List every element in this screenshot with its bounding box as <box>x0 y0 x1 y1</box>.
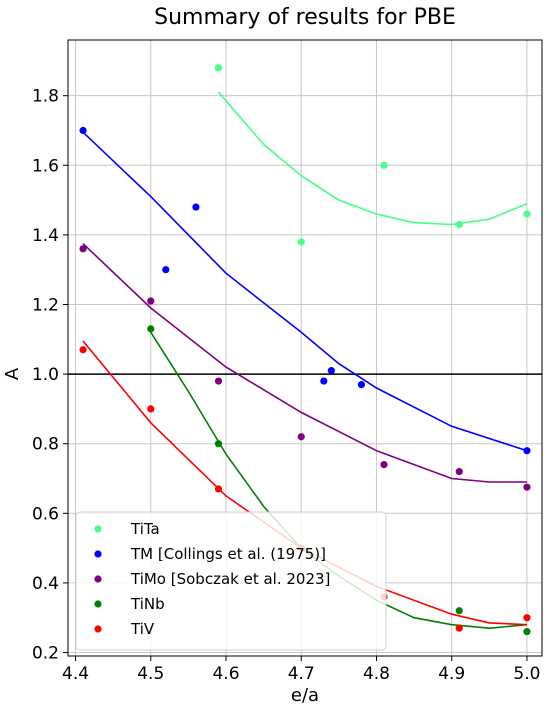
plot-frame <box>67 39 543 657</box>
data-point <box>214 64 223 72</box>
fit-curve <box>82 243 527 483</box>
fit-curve <box>82 131 528 452</box>
y-axis-label: A <box>2 367 23 380</box>
x-tick-label: 5.0 <box>513 664 540 684</box>
legend-entry-label: TM [Collings et al. (1975)] <box>130 545 326 563</box>
x-tick-label: 4.5 <box>137 664 164 684</box>
data-point <box>214 485 223 493</box>
data-point <box>297 433 305 441</box>
x-tick-label: 4.4 <box>62 664 89 684</box>
data-point <box>327 367 335 375</box>
x-tick-label: 4.7 <box>288 664 315 684</box>
data-point <box>455 220 463 229</box>
legend: TiTa TM [Collings et al. (1975)] TiMo [Sob… <box>75 511 387 651</box>
data-point <box>523 483 531 491</box>
y-tick-label: 0.2 <box>32 644 59 664</box>
data-point <box>357 380 366 389</box>
data-point <box>455 607 463 615</box>
data-point <box>214 440 223 448</box>
y-tick-label: 1.6 <box>32 156 59 176</box>
legend-entry-label: TiMo [Sobczak et al. 2023] <box>130 570 330 588</box>
data-point <box>380 161 388 169</box>
data-point <box>320 377 328 385</box>
legend-marker <box>94 600 102 608</box>
data-point <box>523 628 531 636</box>
data-point <box>214 377 223 385</box>
data-point <box>79 126 87 135</box>
legend-marker <box>94 625 102 633</box>
data-point <box>162 266 170 274</box>
data-point <box>523 614 531 622</box>
data-point <box>523 210 531 218</box>
legend-marker <box>94 550 102 558</box>
y-tick-label: 1.0 <box>32 365 59 385</box>
legend-marker <box>94 575 102 583</box>
x-axis-label: e/a <box>291 685 319 706</box>
data-point <box>455 624 463 632</box>
legend-entry-label: TiNb <box>130 595 165 613</box>
y-tick-label: 0.6 <box>32 504 59 524</box>
chart-title: Summary of results for PBE <box>154 5 456 30</box>
axis-ticks: 4.4 4.5 4.6 4.7 4.8 4.9 5.0 0.2 0.4 0.6 0.8 1.0 1.2 1… <box>32 87 541 684</box>
legend-entry-label: TiV <box>130 620 155 638</box>
data-point <box>192 203 200 211</box>
data-point <box>523 447 531 455</box>
y-tick-label: 1.4 <box>32 226 59 246</box>
legend-marker <box>94 525 102 533</box>
x-tick-label: 4.8 <box>363 664 390 684</box>
data-point <box>147 405 155 413</box>
data-point <box>79 245 87 253</box>
fit-curve <box>217 91 528 226</box>
data-point <box>79 346 87 354</box>
x-tick-label: 4.6 <box>212 664 239 684</box>
y-tick-label: 0.4 <box>32 574 59 594</box>
y-tick-label: 0.8 <box>32 435 59 455</box>
data-point <box>455 467 463 476</box>
x-tick-label: 4.9 <box>438 664 465 684</box>
data-point <box>147 297 155 305</box>
data-point <box>297 238 305 246</box>
y-tick-label: 1.8 <box>32 87 59 107</box>
legend-entry-label: TiTa <box>130 520 160 538</box>
data-point <box>147 325 155 333</box>
data-point <box>380 460 388 469</box>
legend-box <box>75 511 387 651</box>
y-tick-label: 1.2 <box>32 295 59 315</box>
